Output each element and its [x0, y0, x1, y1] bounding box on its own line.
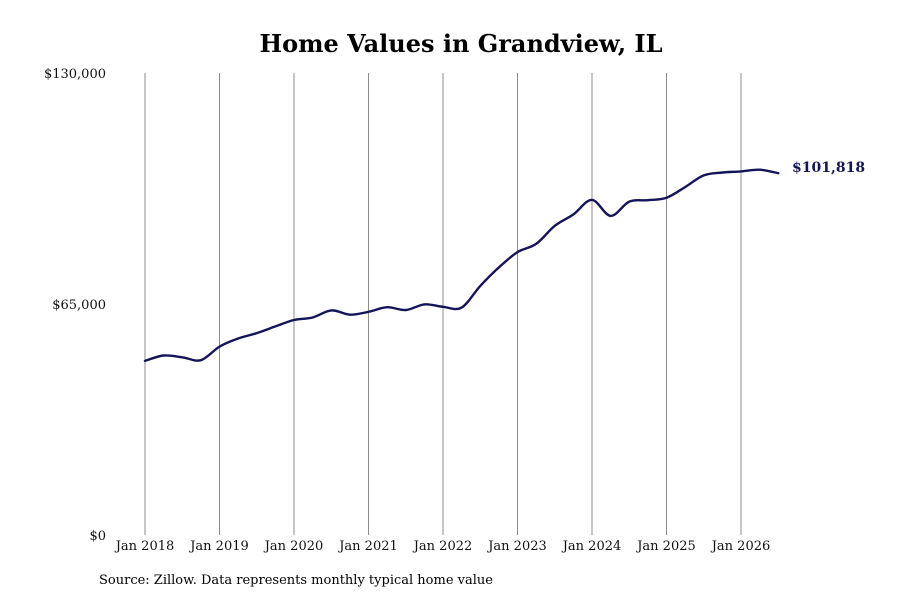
source-note: Source: Zillow. Data represents monthly …	[99, 573, 493, 588]
chart-title: Home Values in Grandview, IL	[259, 29, 662, 58]
x-tick-label: Jan 2024	[561, 539, 622, 554]
y-tick-label: $65,000	[52, 298, 106, 313]
series-line	[143, 168, 780, 363]
x-tick-label: Jan 2018	[114, 539, 175, 554]
series-layer	[143, 168, 780, 363]
y-tick-label: $0	[89, 529, 106, 544]
x-tick-label: Jan 2023	[486, 539, 547, 554]
x-tick-label: Jan 2025	[635, 539, 696, 554]
x-tick-label: Jan 2021	[337, 539, 398, 554]
x-tick-label: Jan 2026	[710, 539, 771, 554]
x-tick-label: Jan 2022	[412, 539, 473, 554]
y-axis: $0 $65,000 $130,000	[44, 67, 106, 544]
x-gridlines	[144, 73, 742, 535]
x-tick-label: Jan 2020	[263, 539, 324, 554]
end-value-label: $101,818	[792, 160, 865, 176]
x-tick-label: Jan 2019	[188, 539, 249, 554]
y-tick-label: $130,000	[44, 67, 106, 82]
x-axis: Jan 2018 Jan 2019 Jan 2020 Jan 2021 Jan 2022…	[114, 539, 771, 554]
